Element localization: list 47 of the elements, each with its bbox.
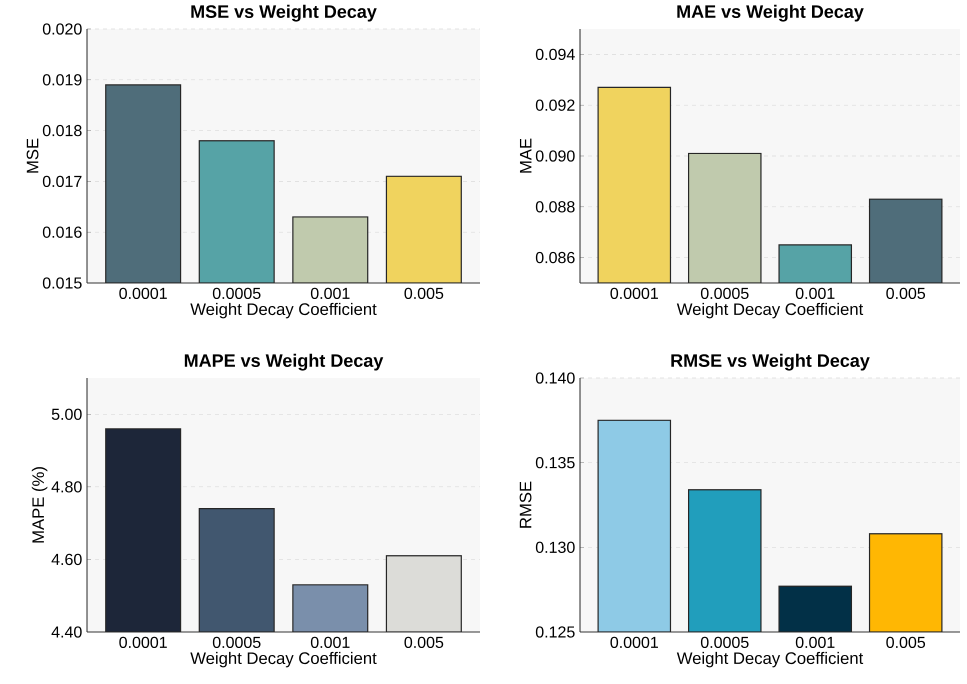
x-axis-title: Weight Decay Coefficient: [190, 652, 377, 668]
x-tick-label: 0.005: [404, 288, 444, 300]
y-tick-label: 0.130: [536, 542, 575, 553]
x-tick-label: 0.005: [886, 288, 926, 300]
x-tick-label: 0.0001: [610, 288, 658, 300]
y-tick-label: 0.135: [536, 456, 575, 468]
x-axis-title: Weight Decay Coefficient: [190, 302, 377, 318]
y-axis-title: MSE: [26, 138, 38, 173]
x-tick-label: 0.0005: [700, 636, 749, 648]
y-tick-label: 0.125: [536, 626, 575, 638]
y-tick-label: 0.018: [42, 124, 82, 136]
x-tick-label: 0.001: [310, 636, 350, 648]
y-tick-label: 0.092: [536, 100, 574, 111]
chart-title: MAPE vs Weight Decay: [184, 354, 384, 371]
y-tick-label: 0.016: [42, 226, 82, 238]
y-tick-label: 0.086: [536, 252, 575, 264]
x-tick-label: 0.005: [886, 636, 926, 648]
y-axis-title: RMSE: [520, 482, 532, 528]
y-tick-label: 0.140: [536, 372, 575, 384]
y-axis-title: MAE: [520, 138, 532, 173]
y-tick-label: 0.020: [42, 23, 82, 35]
y-tick-label: 0.017: [42, 176, 82, 188]
y-axis-title: MAPE (%): [32, 467, 48, 543]
x-tick-label: 0.0005: [212, 288, 260, 300]
y-tick-label: 4.60: [52, 554, 82, 566]
y-tick-label: 4.40: [52, 626, 82, 638]
x-tick-label: 0.005: [404, 636, 444, 648]
x-tick-label: 0.0005: [212, 636, 260, 648]
x-tick-label: 0.0005: [700, 288, 749, 300]
chart-title: RMSE vs Weight Decay: [671, 354, 870, 371]
x-tick-label: 0.0001: [119, 636, 167, 648]
y-tick-label: 0.090: [536, 150, 575, 162]
y-tick-label: 0.015: [42, 277, 82, 289]
x-axis-title: Weight Decay Coefficient: [676, 302, 864, 318]
x-tick-label: 0.001: [310, 288, 350, 300]
x-tick-label: 0.001: [796, 636, 834, 648]
x-tick-label: 0.0001: [610, 636, 658, 648]
chart-title: MSE vs Weight Decay: [191, 4, 377, 22]
x-axis-title: Weight Decay Coefficient: [676, 652, 864, 668]
y-tick-label: 4.80: [52, 481, 82, 492]
y-tick-label: 5.00: [52, 408, 82, 420]
y-tick-label: 0.088: [536, 201, 575, 212]
y-tick-label: 0.019: [42, 74, 82, 86]
chart-title: MAE vs Weight Decay: [677, 4, 864, 22]
x-tick-label: 0.001: [796, 288, 834, 300]
y-tick-label: 0.094: [536, 48, 575, 60]
x-tick-label: 0.0001: [119, 288, 167, 300]
